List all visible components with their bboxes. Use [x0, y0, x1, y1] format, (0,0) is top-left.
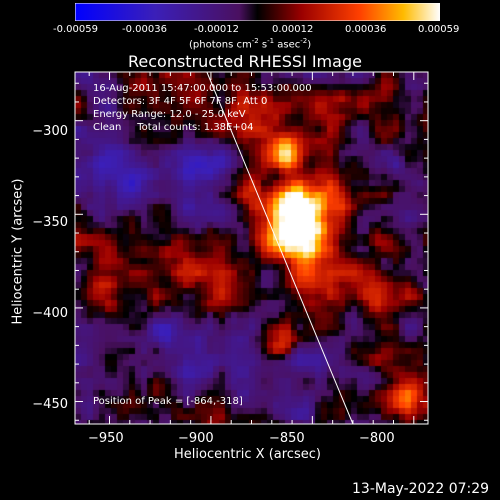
- colorbar-tick: 0.00059: [418, 24, 460, 35]
- units-text: asec: [274, 39, 301, 51]
- units-sup: -2: [300, 37, 308, 45]
- colorbar-tick: -0.00036: [122, 24, 167, 35]
- x-tick-label: −850: [269, 431, 305, 446]
- x-axis-label: Heliocentric X (arcsec): [174, 447, 321, 462]
- colorbar-units: (photons cm-2 s-1 asec-2): [189, 37, 311, 50]
- colorbar-tick: 0.00012: [272, 24, 314, 35]
- y-axis-label: Heliocentric Y (arcsec): [10, 178, 26, 325]
- units-sup: -1: [267, 37, 275, 45]
- annotation-method: Clean Total counts: 1.38E+04: [93, 122, 254, 133]
- annotation-peak: Position of Peak = [-864,-318]: [93, 396, 243, 407]
- colorbar-tick: -0.00059: [53, 24, 98, 35]
- units-text: (photons cm: [189, 39, 252, 51]
- y-tick-label: −400: [32, 306, 68, 321]
- limb-line: [206, 71, 354, 425]
- tick-marks: [75, 72, 428, 424]
- y-tick-label: −350: [32, 215, 68, 230]
- x-tick-label: −900: [178, 431, 214, 446]
- units-text: s: [258, 39, 268, 51]
- annotation-time: 16-Aug-2011 15:47:00.000 to 15:53:00.000: [93, 83, 312, 94]
- colorbar-tick: -0.00012: [194, 24, 239, 35]
- annotation-detectors: Detectors: 3F 4F 5F 6F 7F 8F, Att 0: [93, 96, 268, 107]
- colorbar-tick: 0.00036: [345, 24, 387, 35]
- units-sup: -2: [251, 37, 259, 45]
- chart-title: Reconstructed RHESSI Image: [128, 52, 362, 71]
- units-text: ): [307, 39, 312, 51]
- y-tick-label: −300: [32, 124, 68, 139]
- annotation-energy: Energy Range: 12.0 - 25.0 keV: [93, 109, 246, 120]
- colorbar: [75, 3, 440, 21]
- footer-date: 13-May-2022 07:29: [352, 481, 490, 497]
- heatmap-image: [75, 72, 428, 424]
- y-tick-label: −450: [32, 397, 68, 412]
- x-tick-label: −950: [88, 431, 124, 446]
- x-tick-label: −800: [359, 431, 395, 446]
